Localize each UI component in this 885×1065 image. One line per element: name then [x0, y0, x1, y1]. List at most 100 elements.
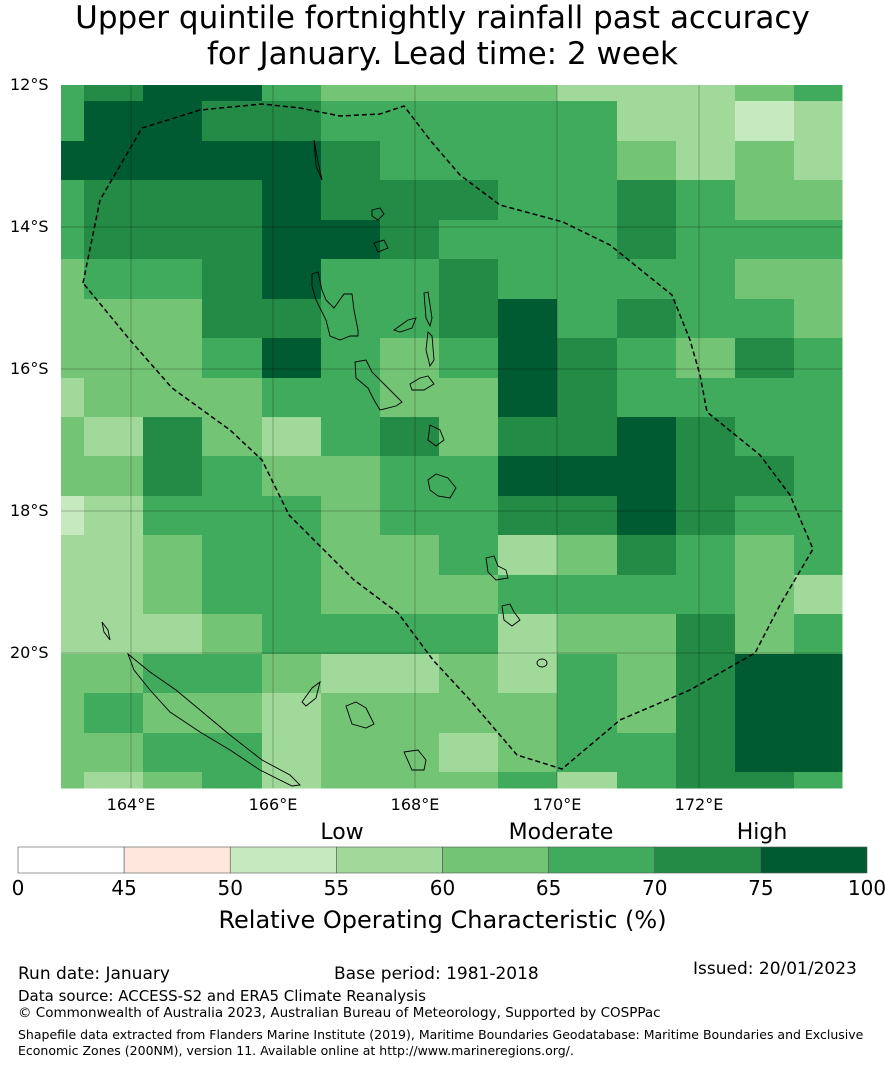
run-date: Run date: January	[18, 964, 170, 984]
roc-cell	[380, 575, 440, 615]
roc-cell	[143, 259, 203, 300]
roc-cell	[557, 259, 618, 300]
roc-cell	[321, 614, 381, 655]
roc-cell	[439, 299, 499, 339]
roc-cell	[617, 299, 677, 339]
roc-cell	[557, 575, 618, 615]
roc-cell	[557, 614, 618, 655]
roc-cell	[498, 693, 558, 734]
roc-grid	[61, 85, 843, 789]
roc-cell	[557, 338, 618, 379]
roc-cell	[617, 378, 677, 418]
roc-cell	[498, 733, 558, 773]
colorbar-category-high: High	[736, 820, 788, 845]
map-title: Upper quintile fortnightly rainfall past…	[0, 0, 885, 72]
roc-cell	[557, 496, 618, 536]
roc-cell	[84, 180, 144, 221]
roc-cell	[84, 338, 144, 379]
roc-cell	[202, 299, 263, 339]
roc-cell	[557, 141, 618, 181]
roc-cell	[439, 338, 499, 379]
roc-cell	[61, 85, 85, 102]
roc-cell	[676, 220, 736, 260]
roc-cell	[380, 614, 440, 655]
roc-cell	[61, 456, 85, 497]
roc-cell	[498, 378, 558, 418]
colorbar-tick: 55	[323, 876, 350, 900]
roc-cell	[794, 417, 843, 457]
roc-cell	[202, 85, 263, 102]
roc-cell	[617, 456, 677, 497]
roc-cell	[676, 141, 736, 181]
roc-cell	[262, 141, 322, 181]
roc-cell	[321, 693, 381, 734]
roc-cell	[794, 220, 843, 260]
roc-cell	[380, 772, 440, 789]
roc-cell	[557, 535, 618, 576]
roc-cell	[439, 417, 499, 457]
roc-cell	[84, 259, 144, 300]
roc-cell	[143, 180, 203, 221]
roc-cell	[143, 733, 203, 773]
roc-cell	[262, 299, 322, 339]
roc-cell	[84, 417, 144, 457]
roc-cell	[676, 299, 736, 339]
roc-cell	[557, 654, 618, 694]
roc-cell	[557, 220, 618, 260]
roc-cell	[321, 101, 381, 142]
colorbar-tick: 0	[11, 876, 25, 900]
roc-cell	[439, 575, 499, 615]
roc-cell	[262, 693, 322, 734]
roc-cell	[439, 456, 499, 497]
roc-cell	[794, 772, 843, 789]
roc-cell	[262, 496, 322, 536]
roc-cell	[143, 417, 203, 457]
roc-cell	[439, 220, 499, 260]
colorbar-segment	[229, 846, 337, 874]
roc-cell	[321, 378, 381, 418]
colorbar-category-moderate: Moderate	[508, 820, 614, 845]
roc-cell	[143, 575, 203, 615]
copyright: © Commonwealth of Australia 2023, Austra…	[18, 1005, 661, 1021]
roc-cell	[794, 733, 843, 773]
roc-cell	[84, 772, 144, 789]
roc-cell	[61, 299, 85, 339]
roc-cell	[61, 693, 85, 734]
roc-cell	[321, 417, 381, 457]
roc-cell	[143, 496, 203, 536]
roc-cell	[439, 733, 499, 773]
roc-cell	[262, 535, 322, 576]
roc-cell	[557, 101, 618, 142]
colorbar-tick: 100	[847, 876, 885, 900]
roc-cell	[321, 733, 381, 773]
data-source: Data source: ACCESS-S2 and ERA5 Climate …	[18, 987, 426, 1005]
roc-cell	[498, 101, 558, 142]
roc-cell	[794, 575, 843, 615]
roc-cell	[498, 575, 558, 615]
roc-cell	[676, 417, 736, 457]
roc-cell	[617, 654, 677, 694]
roc-cell	[794, 378, 843, 418]
roc-cell	[380, 101, 440, 142]
roc-cell	[735, 378, 795, 418]
roc-cell	[61, 378, 85, 418]
roc-cell	[676, 575, 736, 615]
roc-cell	[262, 772, 322, 789]
roc-cell	[617, 259, 677, 300]
roc-cell	[61, 220, 85, 260]
roc-cell	[321, 496, 381, 536]
roc-cell	[321, 654, 381, 694]
roc-cell	[61, 654, 85, 694]
roc-cell	[61, 180, 85, 221]
roc-cell	[794, 259, 843, 300]
roc-cell	[262, 654, 322, 694]
roc-cell	[498, 772, 558, 789]
graticule	[61, 85, 842, 788]
roc-cell	[84, 654, 144, 694]
roc-cell	[61, 338, 85, 379]
roc-cell	[676, 614, 736, 655]
roc-cell	[380, 693, 440, 734]
roc-cell	[498, 85, 558, 102]
roc-cell	[617, 614, 677, 655]
roc-cell	[321, 180, 381, 221]
